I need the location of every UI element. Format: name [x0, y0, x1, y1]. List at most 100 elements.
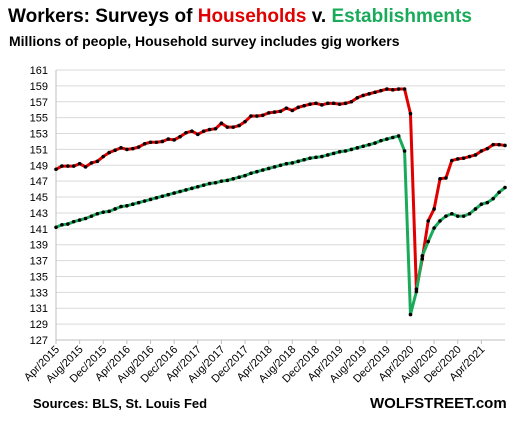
data-point-establishments	[178, 189, 182, 194]
source-note: Sources: BLS, St. Louis Fed	[33, 396, 208, 411]
data-point-households	[320, 103, 324, 107]
grid-lines	[56, 69, 505, 341]
chart-title: Workers: Surveys of Households v. Establ…	[8, 6, 472, 28]
data-point-establishments	[142, 199, 147, 203]
data-point-establishments	[260, 168, 265, 172]
data-point-households	[89, 161, 94, 165]
data-point-establishments	[296, 159, 301, 164]
y-tick-label: 155	[30, 113, 48, 125]
data-point-establishments	[213, 180, 218, 185]
data-point-households	[296, 105, 301, 110]
data-point-establishments	[379, 138, 383, 143]
data-point-establishments	[361, 144, 366, 149]
data-point-establishments	[148, 197, 153, 202]
data-point-establishments	[497, 190, 501, 195]
brand-logo: WOLFSTREET.com	[370, 395, 507, 412]
data-point-establishments	[255, 169, 259, 174]
data-point-households	[455, 157, 460, 161]
y-tick-label: 159	[30, 81, 48, 93]
data-point-establishments	[278, 163, 283, 168]
data-point-establishments	[408, 312, 413, 317]
data-point-establishments	[77, 218, 82, 222]
axes	[55, 70, 505, 344]
data-point-households	[160, 139, 165, 144]
data-point-households	[385, 87, 389, 91]
data-point-establishments	[396, 134, 401, 138]
data-point-establishments	[225, 178, 230, 183]
data-point-establishments	[95, 211, 100, 216]
data-point-households	[83, 165, 88, 169]
y-tick-label: 157	[30, 97, 48, 109]
data-point-establishments	[308, 156, 312, 160]
data-point-households	[71, 164, 76, 168]
y-tick-label: 147	[30, 176, 48, 188]
data-point-establishments	[320, 154, 324, 159]
data-point-households	[178, 134, 182, 139]
chart-subtitle: Millions of people, Household survey inc…	[9, 33, 400, 49]
data-point-households	[349, 99, 354, 104]
title-text: Workers: Surveys of	[8, 6, 198, 27]
data-point-establishments	[355, 146, 360, 150]
data-point-establishments	[101, 210, 106, 214]
y-tick-label: 145	[30, 192, 48, 204]
data-point-households	[503, 143, 507, 148]
data-point-establishments	[190, 186, 194, 191]
data-point-establishments	[390, 135, 395, 140]
data-point-establishments	[237, 175, 241, 180]
y-tick-label: 161	[30, 65, 48, 77]
data-point-establishments	[89, 214, 94, 218]
title-households: Households	[197, 6, 307, 27]
data-point-households	[314, 101, 318, 106]
data-point-establishments	[314, 155, 318, 160]
data-point-households	[101, 154, 106, 159]
data-point-establishments	[266, 166, 271, 171]
data-point-households	[491, 142, 495, 147]
data-point-households	[243, 119, 247, 124]
data-point-households	[213, 126, 218, 131]
data-point-households	[77, 161, 82, 166]
data-point-households	[113, 148, 117, 153]
data-point-establishments	[444, 214, 448, 218]
data-point-establishments	[113, 207, 117, 211]
data-point-households	[225, 125, 230, 129]
data-point-establishments	[231, 176, 236, 181]
y-tick-label: 153	[30, 129, 48, 141]
y-tick-label: 135	[30, 271, 48, 283]
data-point-households	[497, 142, 501, 147]
y-tick-label: 139	[30, 240, 48, 252]
data-point-households	[184, 130, 188, 135]
series-lines	[55, 87, 506, 317]
data-point-households	[367, 92, 371, 96]
data-point-households	[444, 176, 448, 180]
data-point-establishments	[414, 289, 419, 294]
data-point-establishments	[438, 219, 442, 223]
data-point-households	[219, 121, 224, 126]
data-point-households	[379, 88, 383, 93]
data-point-households	[255, 114, 259, 118]
data-point-establishments	[373, 141, 377, 145]
data-point-households	[249, 114, 253, 118]
data-point-establishments	[272, 165, 277, 169]
data-point-establishments	[154, 196, 159, 200]
data-point-households	[284, 106, 289, 110]
y-axis-ticks: 127 129 131 133 135 137 139 141 143 145 147 149 151 1…	[30, 65, 48, 347]
data-point-establishments	[284, 161, 289, 166]
data-point-households	[172, 138, 176, 142]
data-point-establishments	[325, 153, 330, 157]
data-point-establishments	[290, 161, 295, 165]
data-point-households	[54, 167, 58, 172]
data-point-households	[119, 146, 123, 150]
data-point-establishments	[207, 181, 212, 186]
data-point-establishments	[385, 137, 389, 141]
series-line-establishments	[55, 134, 506, 317]
data-point-establishments	[349, 147, 354, 152]
data-point-households	[325, 101, 330, 106]
data-point-households	[142, 142, 147, 146]
data-point-establishments	[131, 202, 135, 207]
data-point-establishments	[450, 211, 454, 216]
data-point-households	[450, 158, 454, 163]
title-separator: v.	[306, 6, 332, 27]
data-point-establishments	[136, 200, 141, 205]
y-tick-label: 149	[30, 160, 48, 172]
